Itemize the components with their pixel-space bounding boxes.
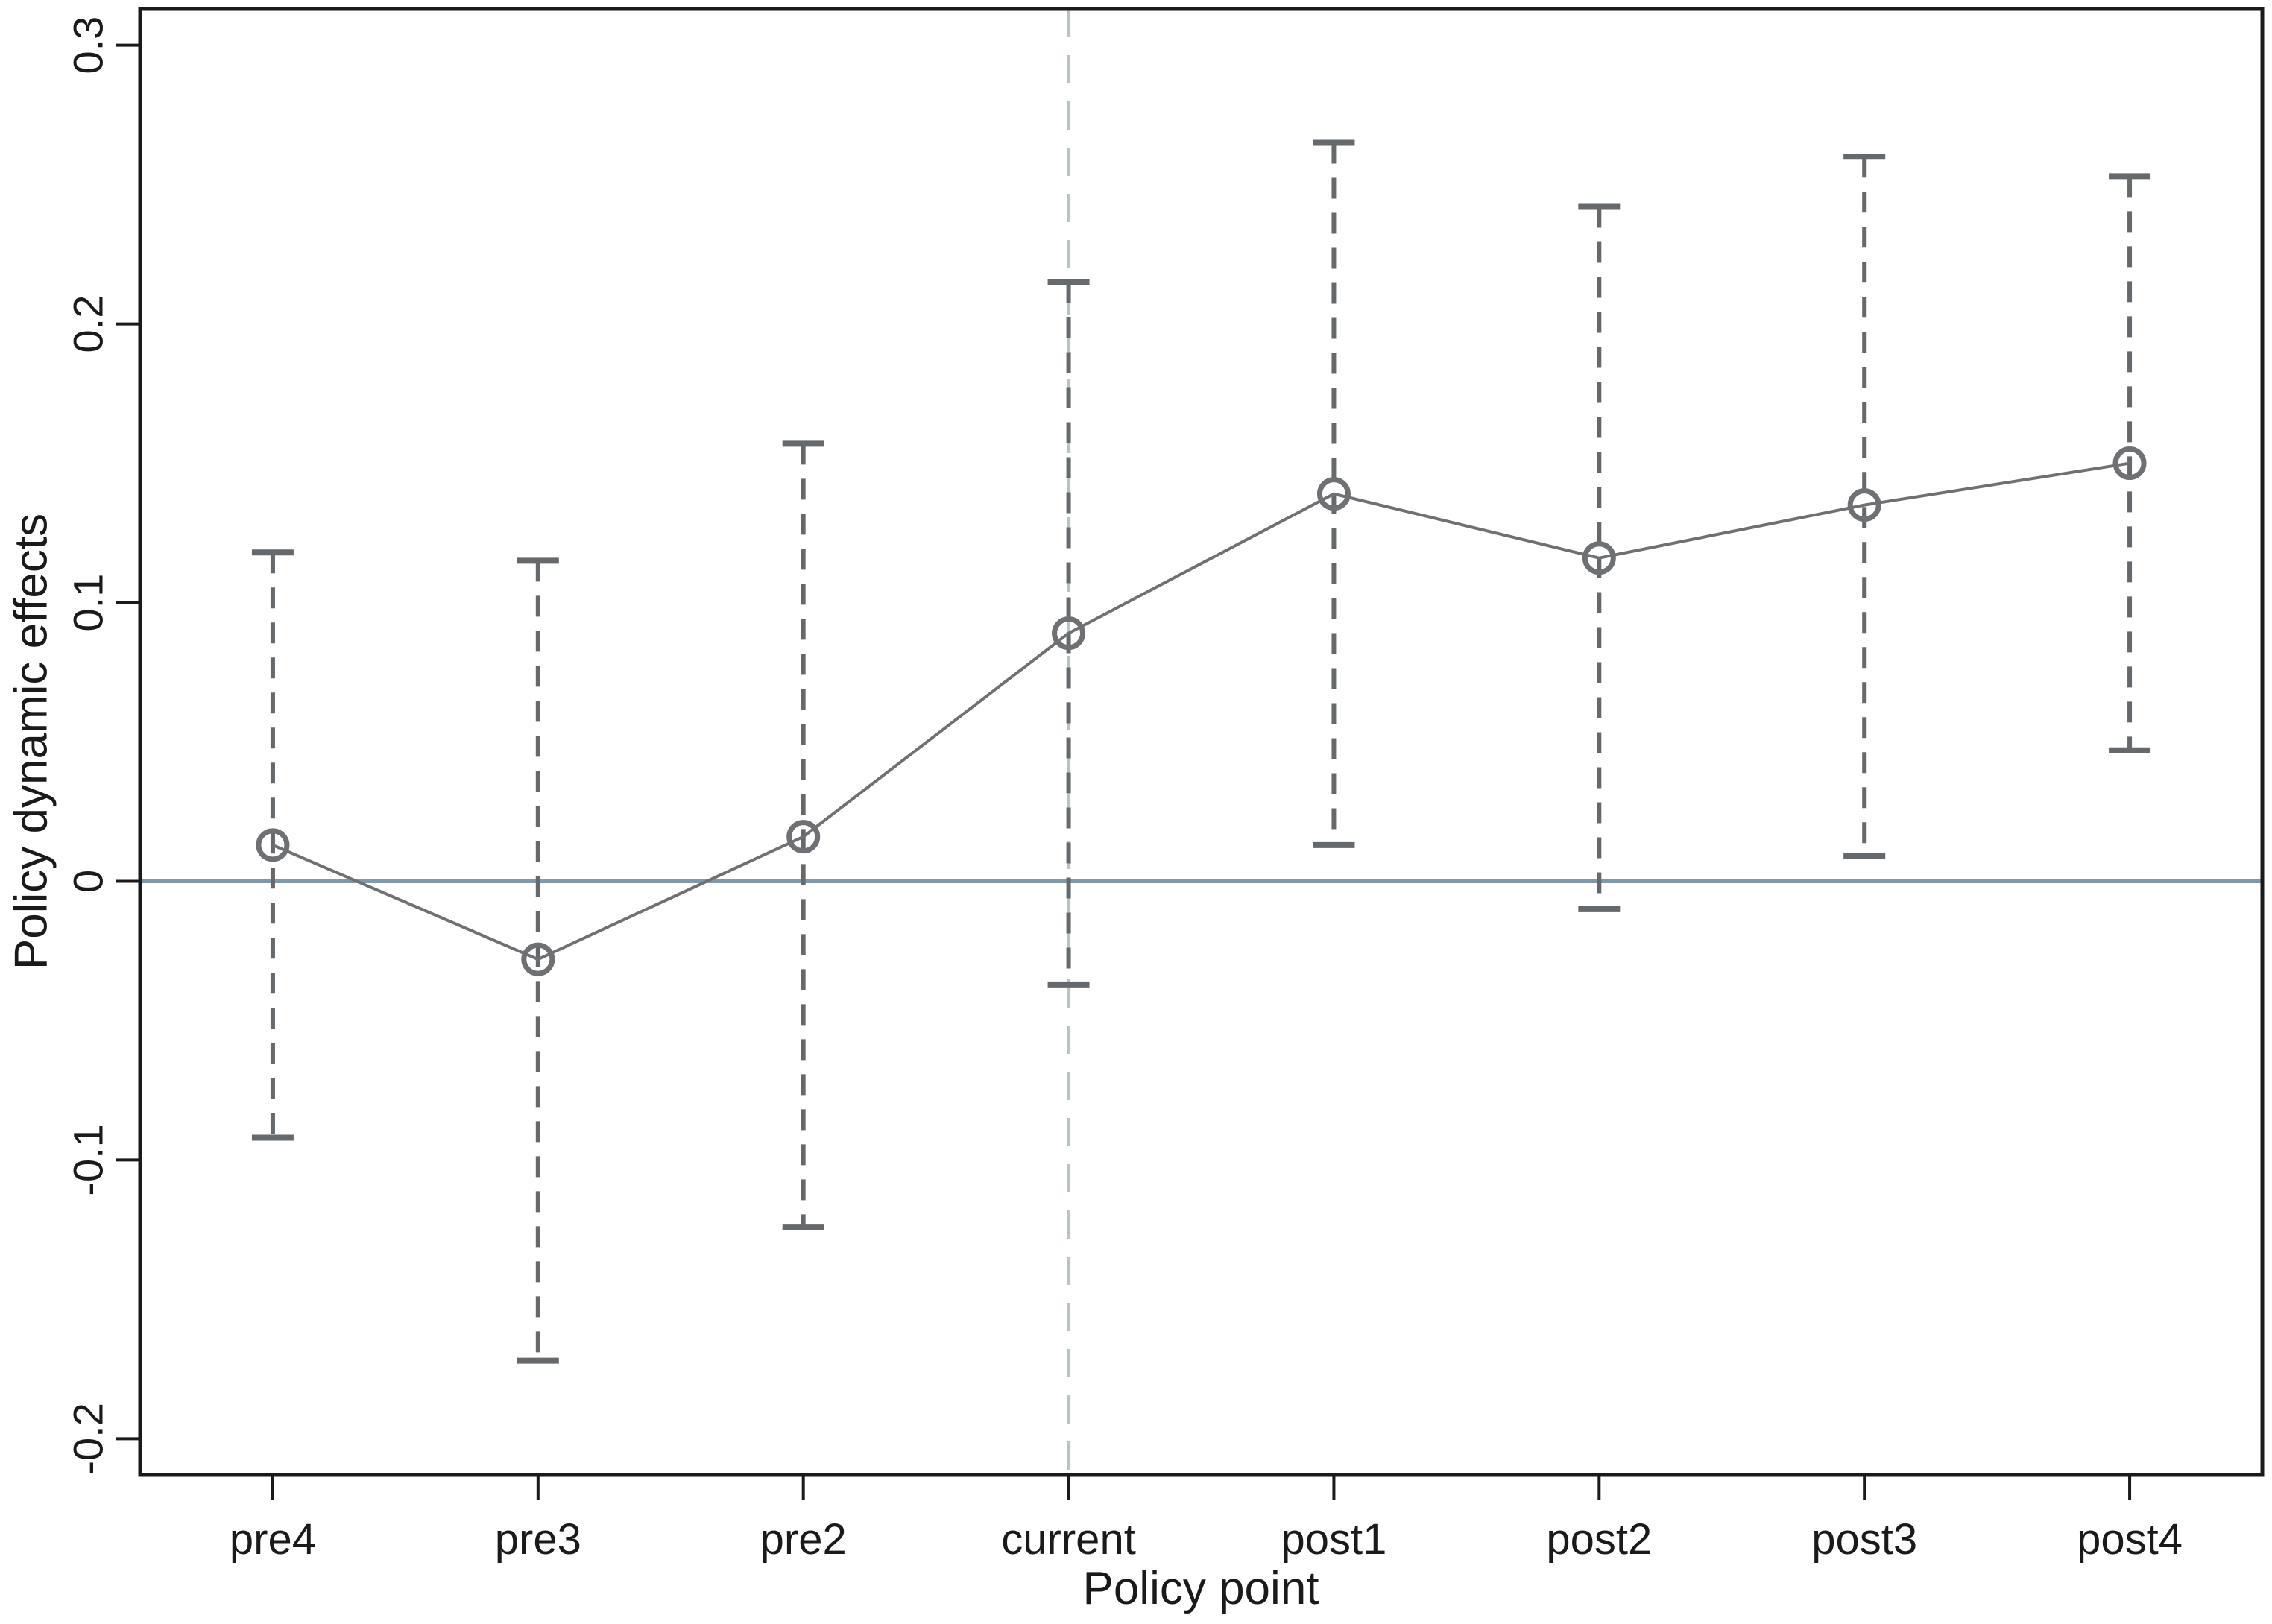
x-axis-title: Policy point [1082,1563,1319,1614]
y-tick-label: 0.1 [65,574,112,632]
series-line [272,461,2130,961]
data-point-marker [521,942,555,976]
data-point-marker [1316,477,1351,511]
y-tick-label: 0.2 [65,295,112,353]
y-tick-label: 0.3 [65,16,112,75]
x-tick-label: post1 [1281,1515,1386,1564]
data-point-marker [2112,446,2147,481]
y-tick-label: -0.1 [65,1124,112,1196]
data-point-marker [1582,541,1616,575]
data-point-marker [1847,488,1881,522]
x-tick-label: current [1001,1515,1136,1564]
data-point-marker [1052,616,1086,651]
x-tick-label: pre2 [760,1515,847,1564]
y-axis-title: Policy dynamic effects [6,514,57,970]
x-tick-label: pre4 [230,1515,316,1564]
x-tick-label: post2 [1546,1515,1652,1564]
x-tick-label: post4 [2077,1515,2183,1564]
y-tick-label: 0 [65,870,112,893]
x-tick-label: post3 [1811,1515,1917,1564]
x-tick-label: pre3 [495,1515,581,1564]
data-point-marker [256,828,290,862]
plot-area: 0.3 0.2 0.1 0 -0.1 -0.2 pre4 pre3 pre2 current pos… [65,9,2262,1564]
y-tick-label: -0.2 [65,1403,112,1475]
data-point-marker [786,820,821,854]
plot-border [138,7,2265,1477]
